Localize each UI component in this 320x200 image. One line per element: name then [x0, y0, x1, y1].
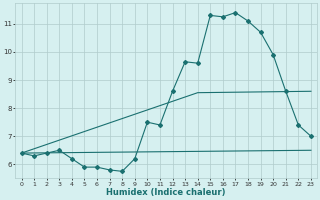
X-axis label: Humidex (Indice chaleur): Humidex (Indice chaleur): [107, 188, 226, 197]
